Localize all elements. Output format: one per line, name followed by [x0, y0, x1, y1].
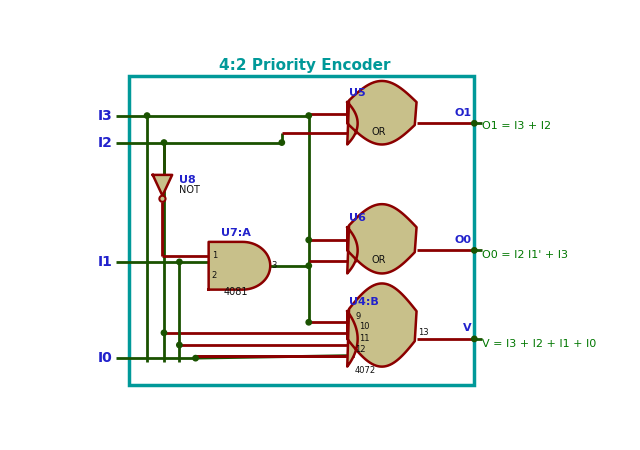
- Text: O0 = I2 I1' + I3: O0 = I2 I1' + I3: [482, 250, 568, 260]
- Polygon shape: [348, 204, 417, 274]
- Text: U8: U8: [179, 175, 196, 184]
- Circle shape: [279, 140, 285, 145]
- Text: I1: I1: [97, 255, 112, 269]
- Circle shape: [472, 248, 477, 253]
- Text: U7:A: U7:A: [221, 228, 250, 238]
- Text: 12: 12: [355, 345, 366, 354]
- Text: U4:B: U4:B: [349, 297, 378, 307]
- Text: 2: 2: [212, 271, 217, 280]
- Text: O0: O0: [454, 234, 471, 245]
- Text: V = I3 + I2 + I1 + I0: V = I3 + I2 + I1 + I0: [482, 338, 596, 349]
- Text: 11: 11: [358, 334, 369, 343]
- Text: I0: I0: [97, 351, 112, 365]
- Circle shape: [161, 140, 166, 145]
- Circle shape: [306, 113, 312, 118]
- Text: 10: 10: [358, 322, 369, 331]
- Text: I2: I2: [97, 135, 112, 149]
- Text: 4:2 Priority Encoder: 4:2 Priority Encoder: [219, 58, 390, 73]
- Circle shape: [306, 263, 312, 269]
- Text: I3: I3: [97, 108, 112, 122]
- Circle shape: [193, 356, 198, 361]
- Circle shape: [177, 259, 182, 265]
- Text: 1: 1: [212, 251, 217, 260]
- Polygon shape: [348, 81, 417, 144]
- Circle shape: [472, 121, 477, 126]
- Circle shape: [306, 320, 312, 325]
- Text: 9: 9: [355, 312, 361, 321]
- Text: O1: O1: [454, 108, 471, 117]
- Text: U6: U6: [349, 213, 365, 223]
- Circle shape: [159, 196, 166, 202]
- Circle shape: [145, 113, 150, 118]
- Text: V: V: [463, 323, 471, 333]
- Text: 13: 13: [418, 328, 429, 337]
- Text: 4081: 4081: [223, 287, 248, 297]
- Text: 3: 3: [272, 261, 277, 270]
- Text: NOT: NOT: [179, 185, 200, 195]
- Text: O1 = I3 + I2: O1 = I3 + I2: [482, 122, 551, 131]
- Text: 4072: 4072: [355, 366, 376, 375]
- Circle shape: [161, 330, 166, 336]
- Text: OR: OR: [372, 255, 386, 265]
- Polygon shape: [348, 284, 417, 367]
- Circle shape: [472, 336, 477, 342]
- Polygon shape: [153, 175, 172, 196]
- Circle shape: [306, 237, 312, 243]
- Text: OR: OR: [372, 127, 386, 137]
- Circle shape: [177, 342, 182, 348]
- Polygon shape: [209, 242, 270, 290]
- Text: U5: U5: [349, 88, 365, 98]
